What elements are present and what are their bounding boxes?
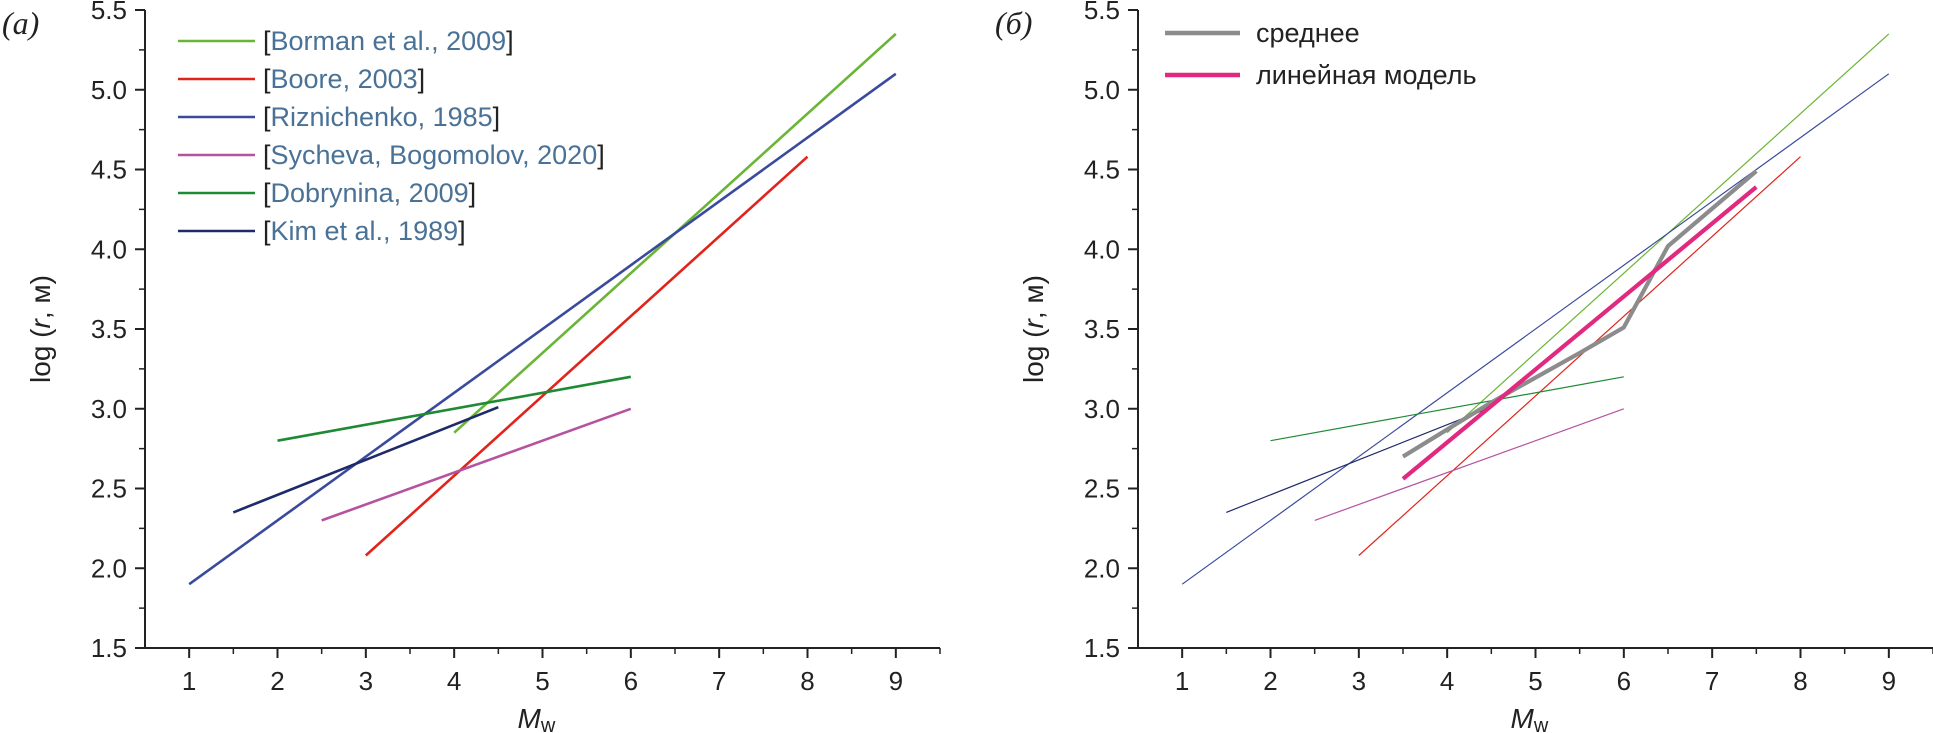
legend-bracket-close: ] bbox=[418, 64, 426, 94]
legend-label: линейная модель bbox=[1256, 60, 1477, 90]
x-tick-label: 4 bbox=[447, 666, 461, 696]
x-tick-label: 6 bbox=[1617, 666, 1631, 696]
series-line-linear-model bbox=[1401, 185, 1758, 481]
x-axis-title-main: M bbox=[1511, 703, 1535, 733]
x-tick-label: 9 bbox=[1882, 666, 1896, 696]
y-tick-label: 4.5 bbox=[1084, 155, 1120, 185]
legend-series-name: Boore, 2003 bbox=[271, 64, 418, 94]
series-line bbox=[277, 375, 632, 442]
legend-bracket-open: [ bbox=[263, 216, 271, 246]
y-tick-label: 1.5 bbox=[1084, 633, 1120, 663]
legend-label: [Riznichenko, 1985] bbox=[263, 102, 500, 132]
series-line bbox=[232, 405, 499, 514]
legend-bracket-open: [ bbox=[263, 26, 271, 56]
y-tick-label: 2.0 bbox=[1084, 553, 1120, 583]
background-series-line bbox=[1181, 73, 1890, 585]
panel-b: 1.5 2.0 2.5 3.0 3.5 4.0 4.5 5.0 5.5 1 2 3 4 5 6 7 8 9 Mw lo… bbox=[995, 0, 1933, 733]
x-tick-label: 2 bbox=[1263, 666, 1277, 696]
x-tick-label: 8 bbox=[1793, 666, 1807, 696]
y-tick-label: 5.0 bbox=[91, 75, 127, 105]
y-tick-label: 4.5 bbox=[91, 155, 127, 185]
x-tick-label: 6 bbox=[624, 666, 638, 696]
x-tick-label: 9 bbox=[889, 666, 903, 696]
legend-bracket-open: [ bbox=[263, 140, 271, 170]
x-tick-label: 4 bbox=[1440, 666, 1454, 696]
x-tick-label: 3 bbox=[359, 666, 373, 696]
legend-series-name: Riznichenko, 1985 bbox=[271, 102, 493, 132]
x-tick-label: 8 bbox=[800, 666, 814, 696]
x-axis-title-sub: w bbox=[1533, 715, 1549, 733]
background-series-line bbox=[1270, 376, 1624, 442]
x-tick-label: 5 bbox=[535, 666, 549, 696]
series-line bbox=[188, 72, 897, 586]
legend-bracket-close: ] bbox=[493, 102, 501, 132]
y-tick-label: 2.5 bbox=[91, 474, 127, 504]
x-tick-label: 1 bbox=[182, 666, 196, 696]
y-axis-title-part: log ( bbox=[1018, 328, 1049, 383]
background-series-line bbox=[1314, 408, 1625, 521]
y-tick-label: 5.5 bbox=[91, 0, 127, 25]
legend-bracket-close: ] bbox=[506, 26, 514, 56]
panel-letter: (a) bbox=[2, 5, 39, 41]
y-tick-label: 2.0 bbox=[91, 553, 127, 583]
y-tick-label: 4.0 bbox=[1084, 234, 1120, 264]
x-axis-title-sub: w bbox=[540, 715, 556, 733]
x-tick-label: 7 bbox=[712, 666, 726, 696]
y-tick-label: 3.5 bbox=[91, 314, 127, 344]
legend-bracket-close: ] bbox=[458, 216, 466, 246]
legend-series-name: Borman et al., 2009 bbox=[271, 26, 507, 56]
y-axis-title-part: , м) bbox=[25, 275, 56, 319]
legend-series-name: Kim et al., 1989 bbox=[271, 216, 459, 246]
background-series-line bbox=[1226, 406, 1492, 513]
y-tick-label: 5.0 bbox=[1084, 75, 1120, 105]
y-axis-title-part: , м) bbox=[1018, 275, 1049, 319]
legend-label: [Borman et al., 2009] bbox=[263, 26, 514, 56]
legend-bracket-close: ] bbox=[469, 178, 477, 208]
y-axis-title: log (r, м) bbox=[25, 275, 56, 383]
y-axis-title: log (r, м) bbox=[1018, 275, 1049, 383]
panel-a: 1.5 2.0 2.5 3.0 3.5 4.0 4.5 5.0 5.5 1 2 3 4 5 6 7 8 9 Mw lo… bbox=[2, 0, 941, 733]
background-series-line bbox=[1358, 156, 1801, 556]
series-line bbox=[321, 407, 632, 522]
legend-bracket-close: ] bbox=[597, 140, 605, 170]
legend-bracket-open: [ bbox=[263, 178, 271, 208]
legend-bracket-open: [ bbox=[263, 102, 271, 132]
x-axis-title-main: M bbox=[518, 703, 542, 733]
y-tick-label: 2.5 bbox=[1084, 474, 1120, 504]
x-tick-label: 2 bbox=[270, 666, 284, 696]
legend-series-name: Dobrynina, 2009 bbox=[271, 178, 469, 208]
y-tick-label: 3.5 bbox=[1084, 314, 1120, 344]
y-axis-title-part: log ( bbox=[25, 328, 56, 383]
legend-label: [Sycheva, Bogomolov, 2020] bbox=[263, 140, 605, 170]
x-tick-label: 7 bbox=[1705, 666, 1719, 696]
y-tick-label: 3.0 bbox=[91, 394, 127, 424]
x-tick-label: 1 bbox=[1175, 666, 1189, 696]
x-axis-title: Mw bbox=[518, 703, 556, 733]
y-tick-label: 3.0 bbox=[1084, 394, 1120, 424]
series-line bbox=[364, 155, 809, 557]
y-tick-label: 5.5 bbox=[1084, 0, 1120, 25]
legend-series-name: Sycheva, Bogomolov, 2020 bbox=[271, 140, 598, 170]
series-line-mean bbox=[1401, 169, 1758, 459]
legend-label: [Kim et al., 1989] bbox=[263, 216, 466, 246]
y-axis-title-part: r bbox=[1018, 318, 1049, 329]
y-tick-label: 4.0 bbox=[91, 234, 127, 264]
panel-letter: (б) bbox=[995, 5, 1032, 41]
y-axis-title-part: r bbox=[25, 318, 56, 329]
legend-label: [Boore, 2003] bbox=[263, 64, 425, 94]
x-tick-label: 5 bbox=[1528, 666, 1542, 696]
x-tick-label: 3 bbox=[1352, 666, 1366, 696]
legend-bracket-open: [ bbox=[263, 64, 271, 94]
legend-label: среднее bbox=[1256, 18, 1360, 48]
legend-label: [Dobrynina, 2009] bbox=[263, 178, 476, 208]
x-axis-title: Mw bbox=[1511, 703, 1549, 733]
y-tick-label: 1.5 bbox=[91, 633, 127, 663]
